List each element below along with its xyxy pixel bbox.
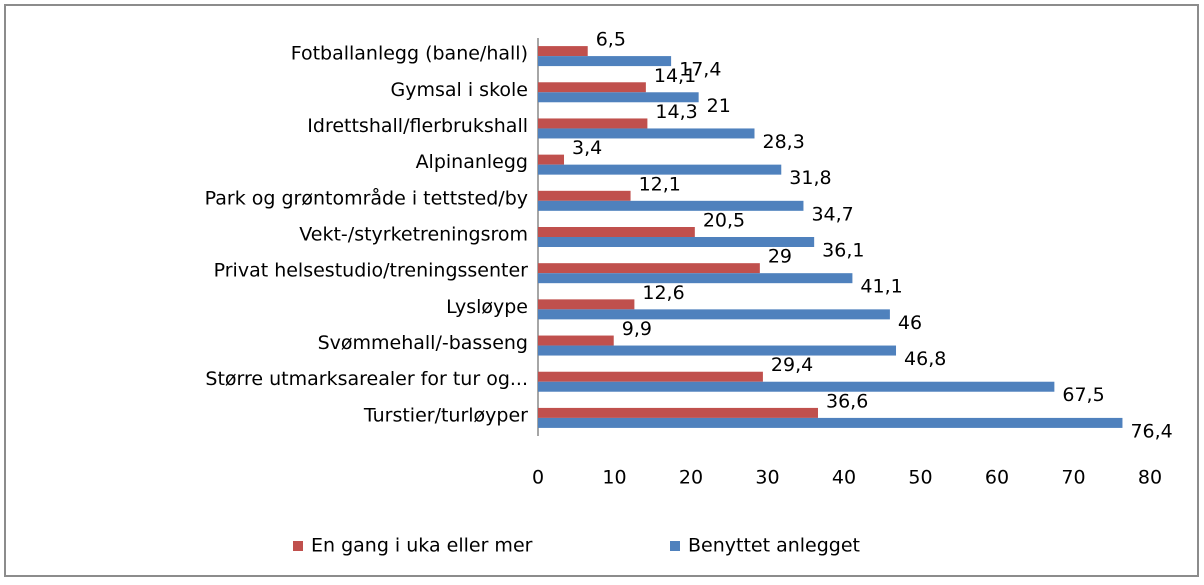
- bar: [538, 407, 818, 418]
- bar: [538, 299, 635, 310]
- data-label: 29: [768, 246, 792, 268]
- x-tick-label: 0: [532, 467, 544, 489]
- y-tick-label: Vekt-/styrketreningsrom: [299, 224, 528, 246]
- data-label: 36,1: [822, 240, 864, 262]
- bar: [538, 417, 1123, 428]
- data-label: 12,1: [639, 173, 681, 195]
- bar: [538, 273, 853, 284]
- x-tick-label: 50: [908, 467, 932, 489]
- y-tick-label: Idrettshall/flerbrukshall: [307, 115, 528, 137]
- legend-label: En gang i uka eller mer: [311, 535, 533, 557]
- data-label: 29,4: [771, 354, 813, 376]
- y-tick-label: Større utmarksarealer for tur og...: [205, 368, 528, 390]
- data-label: 36,6: [826, 390, 868, 412]
- data-label: 34,7: [811, 203, 853, 225]
- x-tick-label: 10: [602, 467, 626, 489]
- data-label: 14,3: [655, 101, 697, 123]
- data-label: 17,4: [679, 59, 721, 81]
- data-label: 20,5: [703, 210, 745, 232]
- legend-swatch: [670, 541, 680, 551]
- bar: [538, 56, 672, 67]
- bar: [538, 46, 588, 57]
- bar: [538, 154, 565, 165]
- data-label: 6,5: [596, 29, 626, 51]
- bar: [538, 190, 631, 201]
- data-label: 46,8: [904, 348, 946, 370]
- x-tick-label: 70: [1061, 467, 1085, 489]
- bar: [538, 92, 699, 103]
- y-tick-label: Turstier/turløyper: [363, 404, 528, 426]
- y-tick-label: Park og grøntområde i tettsted/by: [205, 186, 528, 209]
- data-label: 14,1: [654, 65, 696, 87]
- y-tick-label: Fotballanlegg (bane/hall): [291, 43, 528, 65]
- bar: [538, 263, 760, 274]
- x-tick-label: 80: [1138, 467, 1162, 489]
- data-label: 28,3: [762, 131, 804, 153]
- x-tick-label: 30: [755, 467, 779, 489]
- legend-label: Benyttet anlegget: [688, 535, 860, 557]
- y-tick-label: Privat helsestudio/treningssenter: [214, 260, 529, 282]
- bar: [538, 164, 782, 175]
- bar: [538, 335, 614, 346]
- x-tick-label: 20: [679, 467, 703, 489]
- bar: [538, 345, 897, 356]
- bar: [538, 200, 804, 211]
- data-label: 31,8: [789, 167, 831, 189]
- data-label: 21: [707, 95, 731, 117]
- bar: [538, 128, 755, 139]
- x-tick-label: 40: [832, 467, 856, 489]
- data-label: 41,1: [860, 276, 902, 298]
- bar: [538, 118, 648, 129]
- data-label: 9,9: [622, 318, 652, 340]
- legend-swatch: [293, 541, 303, 551]
- data-label: 3,4: [572, 137, 602, 159]
- x-tick-label: 60: [985, 467, 1009, 489]
- y-tick-label: Alpinanlegg: [416, 151, 528, 173]
- bar: [538, 371, 763, 382]
- y-tick-label: Svømmehall/-basseng: [318, 332, 528, 354]
- bar: [538, 227, 695, 237]
- bar: [538, 309, 890, 320]
- data-label: 67,5: [1062, 384, 1104, 406]
- data-label: 46: [898, 312, 922, 334]
- bar: [538, 82, 646, 93]
- bar: [538, 237, 815, 247]
- y-tick-label: Lysløype: [446, 296, 528, 318]
- data-label: 12,6: [642, 282, 684, 304]
- y-tick-label: Gymsal i skole: [391, 79, 528, 101]
- bar: [538, 381, 1055, 392]
- data-label: 76,4: [1130, 420, 1172, 442]
